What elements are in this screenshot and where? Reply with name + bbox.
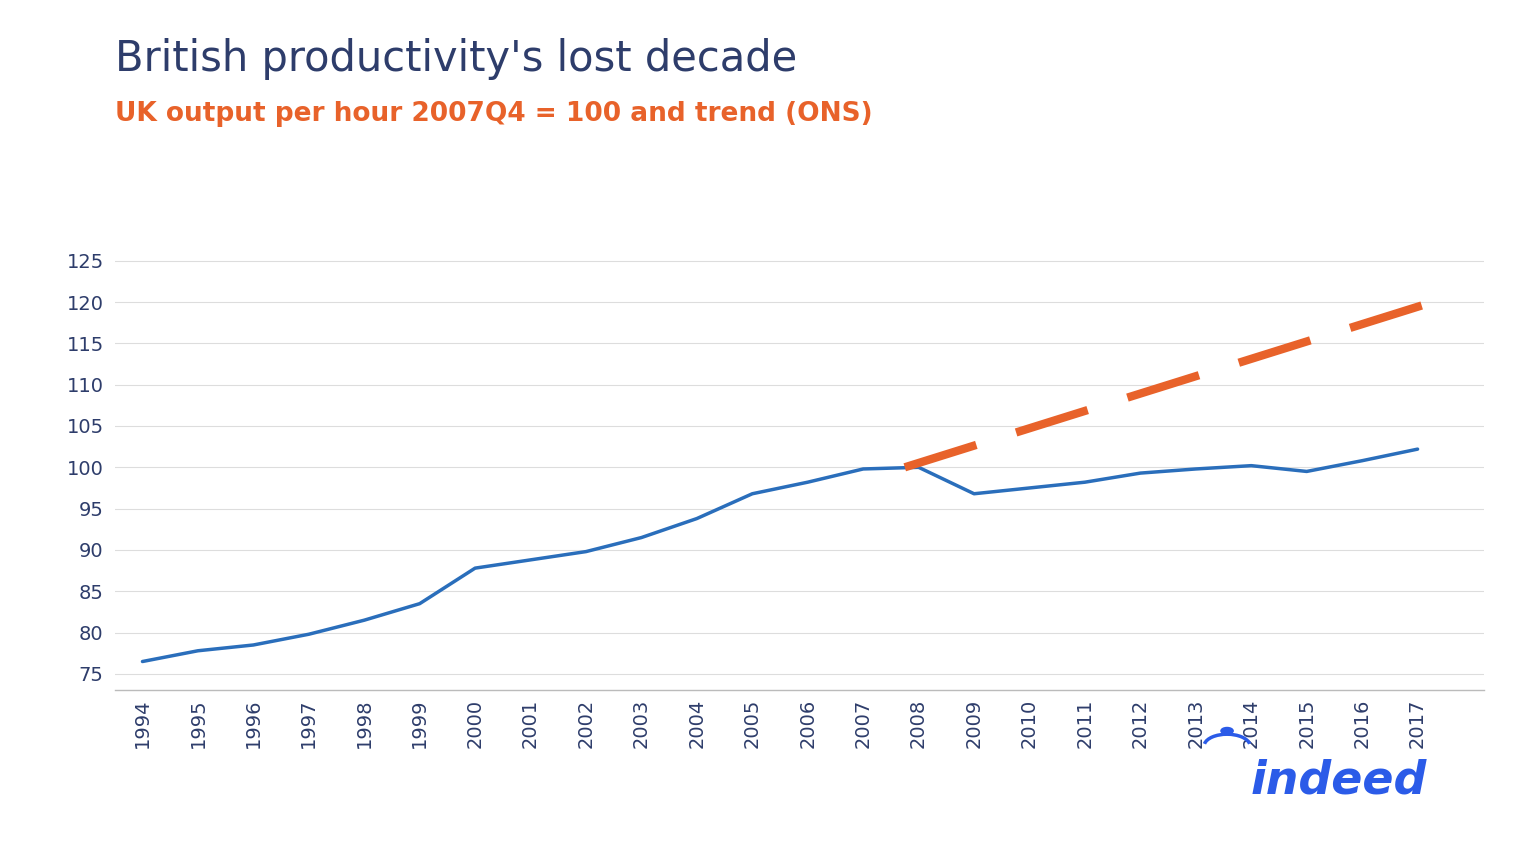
Text: UK output per hour 2007Q4 = 100 and trend (ONS): UK output per hour 2007Q4 = 100 and tren… xyxy=(115,101,872,127)
Text: British productivity's lost decade: British productivity's lost decade xyxy=(115,38,797,80)
Text: indeed: indeed xyxy=(1250,759,1427,804)
